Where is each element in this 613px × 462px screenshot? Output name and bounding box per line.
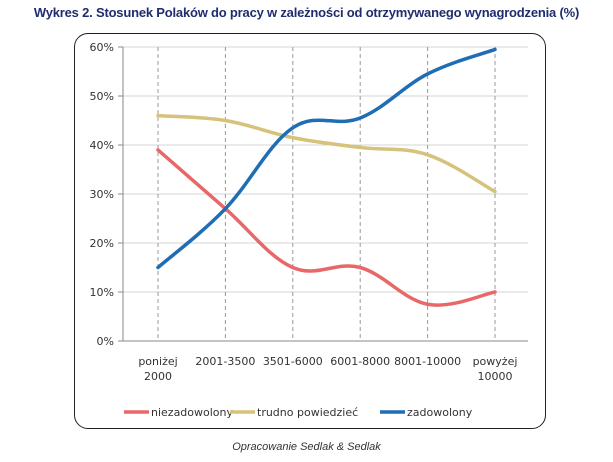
x-tick-label: 6001-8000 [330,355,390,368]
source-note: Opracowanie Sedlak & Sedlak [232,441,381,453]
y-tick-label: 40% [90,139,114,152]
y-tick-label: 0% [97,335,114,348]
chart-title: Wykres 2. Stosunek Polaków do pracy w za… [33,5,580,20]
y-tick-label: 30% [90,188,114,201]
legend-label: niezadowolony [151,406,234,419]
x-tick-label: 3501-6000 [263,355,323,368]
series-line-trudno-powiedzieć [156,113,497,194]
x-tick-label: 8001-10000 [394,355,461,368]
legend-label: trudno powiedzieć [257,406,358,419]
x-tick-label: 2001-3500 [195,355,255,368]
legend: niezadowolony trudno powiedzieć zadowolony [124,406,473,419]
y-tick-label: 10% [90,286,114,299]
y-axis-ticks: 0% 10% 20% 30% 40% 50% 60% [90,41,123,348]
grid-lines [123,46,528,293]
y-tick-label: 50% [90,90,114,103]
y-tick-label: 60% [90,41,114,54]
series-lines [156,47,497,307]
x-tick-label: powyżej 10000 [473,355,518,383]
x-axis-ticks: poniżej 2000 2001-3500 3501-6000 6001-8000 80… [138,355,517,383]
legend-label: zadowolony [407,406,473,419]
x-tick-label: poniżej 2000 [138,355,177,383]
y-tick-label: 20% [90,237,114,250]
series-line-zadowolony [156,47,497,270]
series-line-niezadowolony [156,148,497,307]
chart-frame [74,33,546,429]
